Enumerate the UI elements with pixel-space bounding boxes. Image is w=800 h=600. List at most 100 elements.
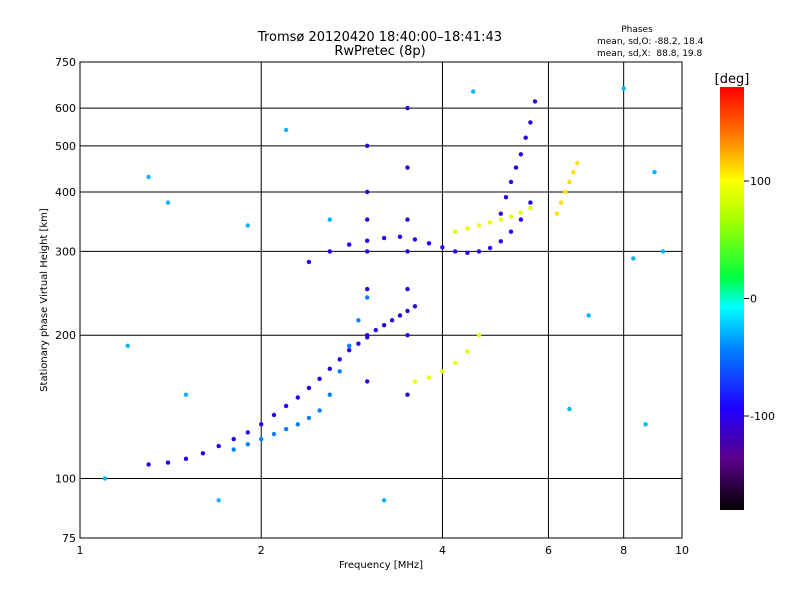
data-point [381, 323, 387, 328]
y-tick-label: 750 [55, 56, 76, 69]
data-point [245, 430, 250, 435]
data-point [146, 174, 151, 180]
data-point [405, 333, 410, 338]
data-point [216, 498, 221, 503]
data-point [347, 242, 352, 247]
data-point [518, 152, 524, 157]
data-point [306, 259, 312, 265]
y-tick-label: 75 [62, 532, 76, 545]
y-tick-label: 300 [55, 245, 76, 258]
chart-title: Tromsø 20120420 18:40:00–18:41:43 [257, 30, 502, 45]
data-point [498, 217, 503, 222]
y-tick-label: 400 [55, 186, 76, 199]
data-point [563, 189, 568, 195]
colorbar-tick-label: 0 [750, 293, 757, 306]
data-point [365, 295, 370, 300]
data-point [513, 165, 519, 170]
data-point [356, 318, 361, 323]
data-point [498, 239, 503, 244]
data-point [306, 415, 312, 421]
data-point [365, 379, 370, 384]
data-point [440, 245, 445, 250]
data-point [200, 451, 206, 456]
data-point [631, 256, 636, 261]
colorbar-label: [deg] [715, 72, 750, 87]
data-point [306, 385, 312, 391]
data-point [465, 250, 470, 255]
grid-lines [80, 62, 682, 538]
data-point [337, 357, 342, 362]
chart-subtitle: RwPretec (8p) [334, 44, 425, 59]
stats-o-mode: mean, sd,O: -88.2, 18.4 [597, 37, 704, 47]
data-point [245, 442, 250, 447]
data-point [571, 170, 576, 175]
data-point [381, 498, 387, 503]
data-point [487, 220, 493, 225]
colorbar-tick-label: 100 [750, 175, 771, 188]
data-point [528, 120, 533, 125]
data-point [586, 313, 591, 318]
data-point [405, 392, 410, 397]
data-point [476, 249, 482, 254]
data-point [365, 333, 370, 338]
data-point [327, 366, 332, 371]
data-point [559, 200, 564, 205]
data-point [532, 99, 538, 104]
data-point [337, 369, 342, 374]
data-point [283, 127, 289, 133]
colorbar [720, 87, 744, 510]
data-point [397, 313, 403, 318]
stats-heading: Phases [621, 25, 653, 35]
y-tick-label: 500 [55, 140, 76, 153]
y-axis-label: Stationary phase Virtual Height [km] [39, 208, 50, 392]
data-point [465, 226, 470, 231]
y-tick-label: 100 [55, 473, 76, 486]
data-point [347, 348, 352, 353]
data-point [146, 462, 151, 467]
data-point [295, 422, 300, 427]
data-point [476, 333, 482, 338]
data-point [440, 369, 445, 374]
data-point [554, 211, 560, 216]
x-axis-label: Frequency [MHz] [339, 560, 423, 571]
x-tick-label: 4 [439, 544, 446, 557]
data-point [412, 237, 418, 242]
data-point [365, 143, 370, 148]
data-point [643, 422, 648, 427]
data-point [183, 456, 189, 461]
x-tick-label: 10 [675, 544, 689, 557]
data-point [405, 308, 410, 314]
x-axis-ticks: 1 2 4 6 8 10 [77, 544, 690, 557]
data-point [125, 343, 130, 348]
data-point [165, 200, 171, 205]
data-point [405, 286, 410, 292]
data-point [102, 476, 108, 481]
y-tick-label: 600 [55, 102, 76, 115]
data-point [453, 360, 458, 365]
y-tick-label: 200 [55, 329, 76, 342]
data-point [405, 249, 410, 254]
data-point [528, 205, 533, 211]
data-point [412, 379, 418, 384]
data-point [216, 443, 221, 449]
data-point [652, 170, 657, 175]
data-point [660, 249, 666, 254]
data-point [259, 422, 264, 427]
data-point [165, 460, 171, 465]
data-point [518, 217, 524, 222]
data-point [373, 327, 378, 333]
data-point [567, 406, 572, 412]
x-tick-label: 2 [258, 544, 265, 557]
data-point [487, 245, 493, 251]
data-point [508, 214, 514, 219]
data-point [397, 234, 403, 239]
data-point [426, 241, 432, 246]
data-point [405, 217, 410, 222]
data-point [476, 223, 482, 228]
data-point [295, 395, 300, 400]
data-point [471, 89, 476, 94]
data-point [518, 210, 524, 215]
plot-frame [79, 61, 683, 539]
data-point [365, 249, 370, 254]
data-point [575, 160, 580, 166]
